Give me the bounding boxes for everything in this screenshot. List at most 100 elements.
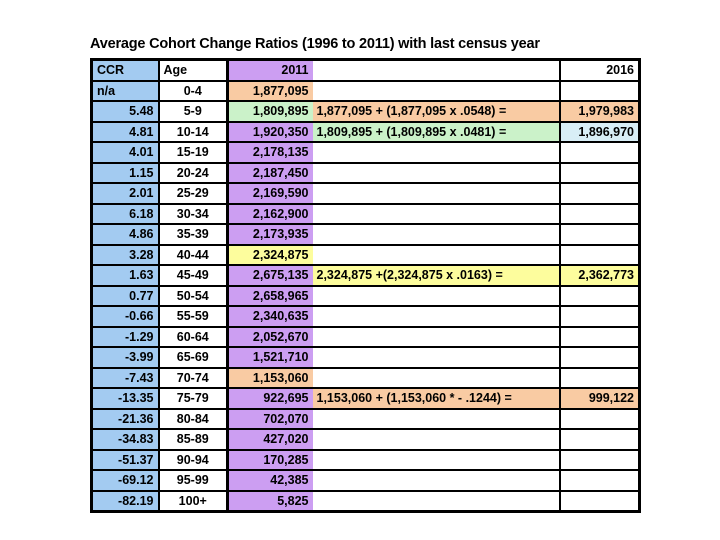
value-2011-cell: 1,153,060 [227,366,313,389]
age-cell: 55-59 [158,305,229,328]
table-row: -3.99 65-69 1,521,710 [91,346,640,369]
header-formula [312,58,561,82]
value-2016-cell [559,243,640,266]
value-2016-cell [559,284,640,307]
value-2011-cell: 2,173,935 [227,223,313,246]
value-2016-cell [559,366,640,389]
ccr-cell: 4.86 [91,223,160,246]
ccr-cell: 4.81 [91,120,160,143]
ccr-cell: 1.15 [91,161,160,184]
formula-cell [312,284,561,307]
table-row: -13.35 75-79 922,695 1,153,060 + (1,153,060… [91,387,640,410]
table-row: -82.19 100+ 5,825 [91,489,640,513]
ccr-cell: 4.01 [91,141,160,164]
table-row: -51.37 90-94 170,285 [91,448,640,471]
value-2016-cell [559,407,640,430]
value-2011-cell: 2,052,670 [227,325,313,348]
formula-cell [312,469,561,492]
formula-cell [312,325,561,348]
value-2016-cell [559,202,640,225]
value-2011-cell: 1,521,710 [227,346,313,369]
value-2016-cell [559,182,640,205]
table-row: n/a 0-4 1,877,095 [91,79,640,102]
age-cell: 50-54 [158,284,229,307]
age-cell: 80-84 [158,407,229,430]
value-2011-cell: 5,825 [227,489,313,513]
ccr-cell: -3.99 [91,346,160,369]
ccr-cell: -0.66 [91,305,160,328]
table-row: 4.86 35-39 2,173,935 [91,223,640,246]
value-2011-cell: 170,285 [227,448,313,471]
age-cell: 85-89 [158,428,229,451]
age-cell: 70-74 [158,366,229,389]
value-2011-cell: 427,020 [227,428,313,451]
age-cell: 45-49 [158,264,229,287]
formula-cell [312,346,561,369]
value-2016-cell [559,428,640,451]
value-2011-cell: 922,695 [227,387,313,410]
formula-cell: 2,324,875 +(2,324,875 x .0163) = [312,264,561,287]
age-cell: 30-34 [158,202,229,225]
table-row: 4.81 10-14 1,920,350 1,809,895 + (1,809,895… [91,120,640,143]
value-2011-cell: 1,809,895 [227,100,313,123]
age-cell: 75-79 [158,387,229,410]
value-2016-cell: 2,362,773 [559,264,640,287]
page-title: Average Cohort Change Ratios (1996 to 20… [90,36,540,52]
ccr-cell: -82.19 [91,489,160,513]
value-2016-cell [559,448,640,471]
table-row: 2.01 25-29 2,169,590 [91,182,640,205]
ccr-cell: 3.28 [91,243,160,266]
formula-cell [312,202,561,225]
table-header-row: CCR Age 2011 2016 [91,58,640,82]
age-cell: 65-69 [158,346,229,369]
value-2011-cell: 2,340,635 [227,305,313,328]
value-2016-cell: 1,979,983 [559,100,640,123]
ccr-cell: -51.37 [91,448,160,471]
value-2016-cell: 1,896,970 [559,120,640,143]
value-2011-cell: 2,658,965 [227,284,313,307]
value-2011-cell: 42,385 [227,469,313,492]
value-2011-cell: 1,920,350 [227,120,313,143]
value-2011-cell: 702,070 [227,407,313,430]
ccr-cell: -1.29 [91,325,160,348]
ccr-cell: -7.43 [91,366,160,389]
age-cell: 100+ [158,489,229,513]
value-2016-cell [559,305,640,328]
table-row: -34.83 85-89 427,020 [91,428,640,451]
formula-cell: 1,877,095 + (1,877,095 x .0548) = [312,100,561,123]
table-row: 4.01 15-19 2,178,135 [91,141,640,164]
formula-cell [312,305,561,328]
ccr-table: CCR Age 2011 2016 n/a 0-4 1,877,095 5.48 5-9… [90,58,641,513]
ccr-cell: 2.01 [91,182,160,205]
value-2016-cell [559,161,640,184]
formula-cell [312,448,561,471]
ccr-cell: -13.35 [91,387,160,410]
value-2016-cell [559,469,640,492]
age-cell: 10-14 [158,120,229,143]
formula-cell [312,366,561,389]
table-row: -69.12 95-99 42,385 [91,469,640,492]
value-2011-cell: 2,675,135 [227,264,313,287]
ccr-cell: 0.77 [91,284,160,307]
value-2016-cell [559,489,640,513]
value-2011-cell: 2,178,135 [227,141,313,164]
ccr-cell: 6.18 [91,202,160,225]
age-cell: 60-64 [158,325,229,348]
formula-cell [312,428,561,451]
formula-cell [312,407,561,430]
table-row: 6.18 30-34 2,162,900 [91,202,640,225]
table-row: -1.29 60-64 2,052,670 [91,325,640,348]
age-cell: 0-4 [158,79,229,102]
value-2011-cell: 2,324,875 [227,243,313,266]
table-row: -21.36 80-84 702,070 [91,407,640,430]
ccr-cell: n/a [91,79,160,102]
table-row: -7.43 70-74 1,153,060 [91,366,640,389]
value-2016-cell [559,79,640,102]
formula-cell [312,141,561,164]
table-row: 1.63 45-49 2,675,135 2,324,875 +(2,324,875 … [91,264,640,287]
ccr-cell: -34.83 [91,428,160,451]
formula-cell: 1,153,060 + (1,153,060 * - .1244) = [312,387,561,410]
formula-cell [312,489,561,513]
value-2016-cell: 999,122 [559,387,640,410]
